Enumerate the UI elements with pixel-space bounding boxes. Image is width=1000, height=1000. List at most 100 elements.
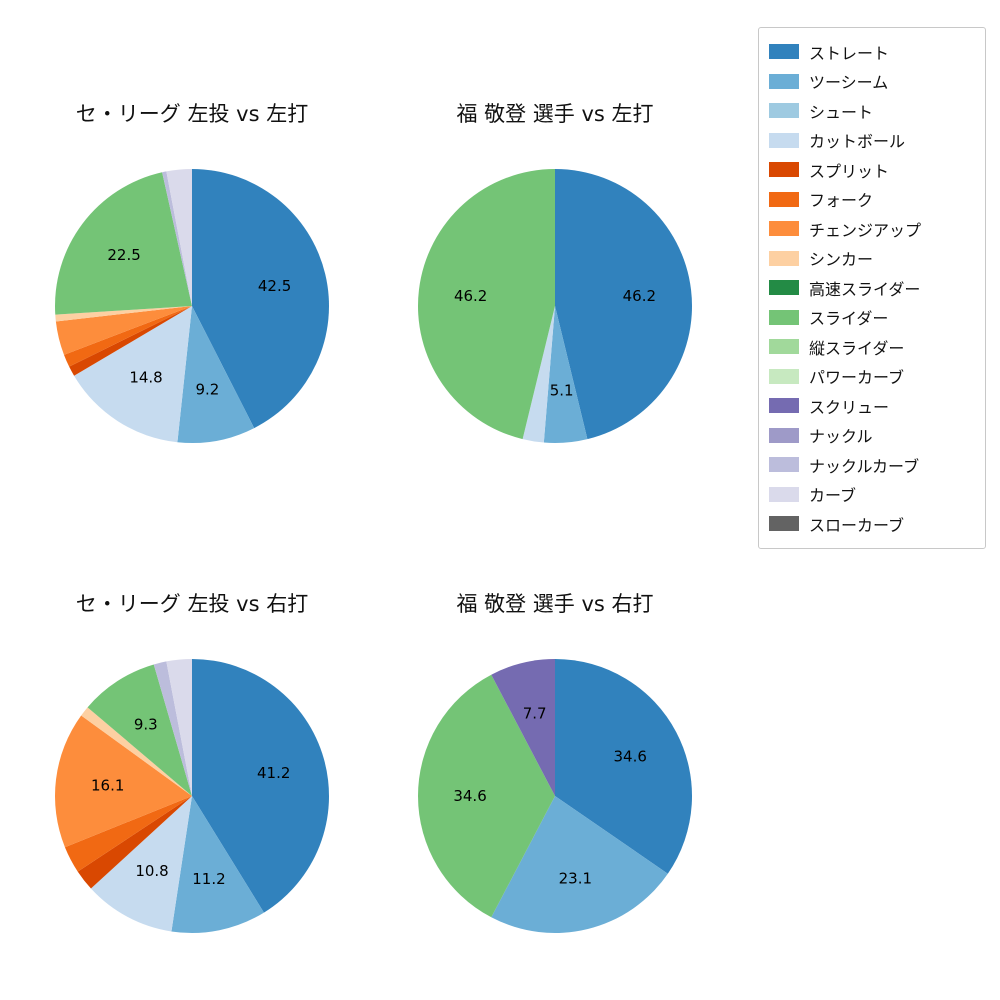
legend-item: スクリュー xyxy=(769,391,975,421)
chart-player-vs-rhb: 福 敬登 選手 vs 右打 34.6 23.1 34.6 7.7 xyxy=(390,590,720,934)
legend-item: 縦スライダー xyxy=(769,332,975,362)
legend-swatch xyxy=(769,250,799,266)
pie-slice-label: 5.1 xyxy=(550,382,574,400)
pie-player-vs-lhb: 46.2 5.1 46.2 xyxy=(418,169,692,443)
pie-slice xyxy=(55,306,192,322)
legend-item: スライダー xyxy=(769,303,975,333)
pie-slice xyxy=(77,796,192,889)
pie-slice-label: 22.5 xyxy=(107,246,140,264)
legend-swatch xyxy=(769,486,799,502)
pie-slice xyxy=(166,169,192,306)
legend-swatch xyxy=(769,132,799,148)
legend-swatch xyxy=(769,516,799,532)
legend-label: ナックルカーブ xyxy=(809,456,920,476)
legend-label: フォーク xyxy=(809,191,874,211)
legend-item: ナックル xyxy=(769,421,975,451)
pie-slice xyxy=(171,796,264,933)
pie-slice xyxy=(192,169,330,429)
legend-label: ツーシーム xyxy=(809,73,889,93)
pie-slice xyxy=(543,306,588,443)
legend-swatch xyxy=(769,427,799,443)
legend-item: フォーク xyxy=(769,185,975,215)
pie-slice xyxy=(63,306,192,367)
legend-swatch xyxy=(769,73,799,89)
pie-slice xyxy=(491,659,555,796)
pie-slice-label: 41.2 xyxy=(257,764,290,782)
pie-slice xyxy=(522,306,555,443)
legend-swatch xyxy=(769,103,799,119)
pie-slice xyxy=(90,796,192,932)
pie-slice-label: 42.5 xyxy=(258,277,291,295)
legend-label: チェンジアップ xyxy=(809,220,922,240)
pie-slice-label: 14.8 xyxy=(129,368,162,386)
legend-item: シュート xyxy=(769,96,975,126)
pie-slice-label: 46.2 xyxy=(454,287,487,305)
pie-slice-label: 7.7 xyxy=(523,705,547,723)
chart-title: セ・リーグ 左投 vs 左打 xyxy=(75,102,309,126)
pie-slice xyxy=(417,674,555,918)
pie-player-vs-rhb: 34.6 23.1 34.6 7.7 xyxy=(417,659,692,933)
legend-item: スプリット xyxy=(769,155,975,185)
legend-swatch xyxy=(769,221,799,237)
pie-slice xyxy=(177,306,255,443)
pie-slice xyxy=(162,171,192,306)
pie-slice xyxy=(555,659,692,874)
legend-label: 縦スライダー xyxy=(809,338,905,358)
legend-swatch xyxy=(769,309,799,325)
chart-title: セ・リーグ 左投 vs 右打 xyxy=(75,592,309,616)
legend-item: ツーシーム xyxy=(769,67,975,97)
legend-item: シンカー xyxy=(769,244,975,274)
pie-slice xyxy=(87,664,192,796)
legend-label: スクリュー xyxy=(809,397,890,417)
legend-item: カットボール xyxy=(769,126,975,156)
pie-slice-label: 9.3 xyxy=(134,716,158,734)
legend-label: 高速スライダー xyxy=(809,279,921,299)
pie-slice-label: 23.1 xyxy=(559,869,592,887)
pie-slice-label: 10.8 xyxy=(135,862,168,880)
pie-slice-label: 34.6 xyxy=(453,787,486,805)
chart-title: 福 敬登 選手 vs 左打 xyxy=(456,102,654,126)
pie-slice xyxy=(74,306,192,443)
legend: ストレート ツーシーム シュート カットボール スプリット フォーク チェンジア… xyxy=(758,27,986,549)
legend-item: ストレート xyxy=(769,37,975,67)
legend-item: チェンジアップ xyxy=(769,214,975,244)
pie-slice xyxy=(81,707,192,796)
legend-label: パワーカーブ xyxy=(809,368,905,388)
pie-slice xyxy=(166,659,192,796)
pie-slice xyxy=(153,661,192,796)
legend-item: スローカーブ xyxy=(769,509,975,539)
legend-items: ストレート ツーシーム シュート カットボール スプリット フォーク チェンジア… xyxy=(769,37,975,539)
legend-label: スローカーブ xyxy=(809,515,905,535)
legend-swatch xyxy=(769,44,799,60)
legend-swatch xyxy=(769,398,799,414)
pie-slice xyxy=(64,796,192,872)
legend-label: シュート xyxy=(809,102,874,122)
chart-title: 福 敬登 選手 vs 右打 xyxy=(456,592,654,616)
chart-league-lhp-vs-rhb: セ・リーグ 左投 vs 右打 41.2 11.2 10.8 16.1 9.3 xyxy=(27,590,357,934)
pie-slice-label: 16.1 xyxy=(91,777,124,795)
legend-label: スライダー xyxy=(809,309,889,329)
pie-league-lhp-vs-lhb: 42.5 9.2 14.8 22.5 xyxy=(55,169,330,443)
pie-slice-label: 11.2 xyxy=(192,870,225,888)
chart-league-lhp-vs-lhb: セ・リーグ 左投 vs 左打 42.5 9.2 14.8 22.5 xyxy=(27,100,357,444)
legend-item: カーブ xyxy=(769,480,975,510)
chart-player-vs-lhb: 福 敬登 選手 vs 左打 46.2 5.1 46.2 xyxy=(390,100,720,444)
pie-slice xyxy=(69,306,192,376)
pie-slice-label: 46.2 xyxy=(623,287,656,305)
legend-swatch xyxy=(769,339,799,355)
legend-swatch xyxy=(769,280,799,296)
pie-slice-label: 9.2 xyxy=(195,381,219,399)
legend-item: 高速スライダー xyxy=(769,273,975,303)
legend-label: シンカー xyxy=(809,250,874,270)
pie-slice xyxy=(491,796,668,933)
pie-slice xyxy=(54,715,193,848)
legend-swatch xyxy=(769,162,799,178)
pie-slice xyxy=(55,306,193,355)
pie-slice xyxy=(555,169,692,440)
legend-label: カーブ xyxy=(809,486,857,506)
pie-slice-label: 34.6 xyxy=(613,747,646,765)
pie-league-lhp-vs-rhb: 41.2 11.2 10.8 16.1 9.3 xyxy=(54,659,329,933)
legend-label: ナックル xyxy=(809,427,873,447)
legend-swatch xyxy=(769,368,799,384)
pie-slice xyxy=(55,172,193,315)
